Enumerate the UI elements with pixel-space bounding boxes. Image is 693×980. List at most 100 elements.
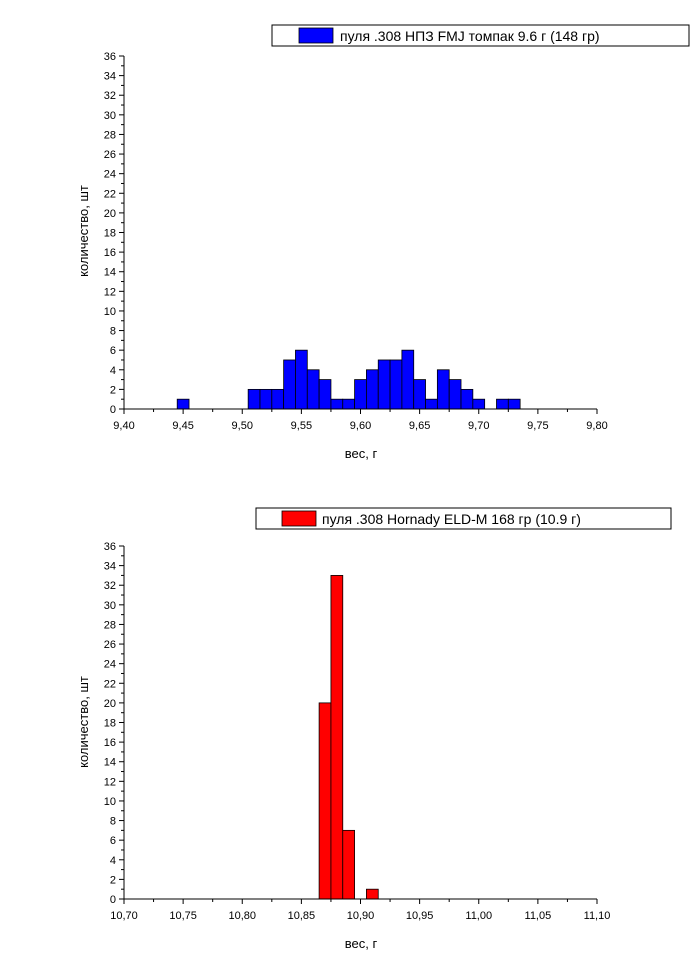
histogram-bar (436, 369, 450, 410)
histogram-bar (425, 398, 438, 410)
histogram-bar (271, 388, 285, 410)
x-tick-label: 10,95 (406, 910, 434, 922)
y-tick-label: 16 (104, 737, 116, 749)
x-tick-label: 9,50 (232, 420, 253, 432)
chart-npz-fmj: 9,40 9,45 9,50 9,55 9,60 9,65 9,70 9,75 9,800246… (76, 24, 690, 461)
histogram-bar (413, 379, 426, 410)
axes-group (123, 56, 597, 410)
histogram-bar (295, 349, 308, 410)
y-tick-label: 4 (110, 855, 116, 867)
y-tick-label: 36 (104, 541, 116, 553)
y-tick-label: 26 (104, 149, 116, 161)
histogram-bar (460, 388, 474, 410)
histogram-bar (342, 398, 355, 410)
legend-swatch (281, 510, 317, 527)
y-tick-label: 2 (110, 384, 116, 396)
y-tick-label: 34 (104, 71, 116, 83)
histogram-bar (318, 702, 332, 900)
x-axis-label: вес, г (345, 446, 378, 461)
y-tick-label: 12 (104, 286, 116, 298)
histogram-bar (283, 359, 296, 410)
x-tick-label: 9,55 (291, 420, 312, 432)
histogram-bar (366, 888, 379, 900)
y-tick-label: 20 (104, 698, 116, 710)
y-tick-label: 0 (110, 404, 116, 416)
y-tick-label: 22 (104, 678, 116, 690)
y-tick-label: 10 (104, 306, 116, 318)
bars-group (318, 575, 379, 900)
x-tick-label: 10,80 (228, 910, 256, 922)
y-axis-label: количество, шт (76, 185, 91, 277)
y-tick-label: 6 (110, 835, 116, 847)
y-tick-label: 2 (110, 874, 116, 886)
histogram-bar (259, 388, 273, 410)
histogram-bar (330, 575, 344, 900)
x-tick-label: 9,65 (409, 420, 430, 432)
histogram-bar (377, 359, 391, 410)
x-tick-label: 9,75 (527, 420, 548, 432)
x-tick-label: 9,40 (113, 420, 134, 432)
y-tick-label: 20 (104, 208, 116, 220)
histogram-bar (496, 398, 509, 410)
histogram-bar (354, 379, 367, 410)
y-tick-label: 6 (110, 345, 116, 357)
y-tick-label: 18 (104, 228, 116, 240)
y-tick-label: 34 (104, 561, 116, 573)
y-tick-label: 30 (104, 110, 116, 122)
y-tick-label: 0 (110, 894, 116, 906)
y-tick-label: 28 (104, 619, 116, 631)
y-tick-label: 26 (104, 639, 116, 651)
x-tick-label: 11,05 (525, 910, 552, 922)
x-tick-label: 10,90 (347, 910, 375, 922)
legend-box (271, 24, 690, 47)
y-tick-label: 28 (104, 129, 116, 141)
histogram-bar (306, 369, 320, 410)
histogram-bar (507, 398, 521, 410)
bars-group (176, 349, 521, 410)
y-tick-label: 12 (104, 776, 116, 788)
y-tick-label: 14 (104, 757, 116, 769)
legend: пуля .308 НПЗ FMJ томпак 9.6 г (148 гр) (271, 24, 690, 47)
ticks-group: 10,70 10,75 10,80 10,85 10,90 10,95 11,00 11,05… (104, 541, 611, 922)
legend-text: пуля .308 Hornady ELD-M 168 гр (10.9 г) (322, 511, 581, 527)
x-tick-label: 9,70 (468, 420, 489, 432)
axes-group (123, 546, 597, 900)
y-tick-label: 32 (104, 90, 116, 102)
y-tick-label: 14 (104, 267, 116, 279)
y-tick-label: 16 (104, 247, 116, 259)
y-tick-label: 8 (110, 326, 116, 338)
y-tick-label: 4 (110, 365, 116, 377)
legend: пуля .308 Hornady ELD-M 168 гр (10.9 г) (255, 507, 672, 530)
y-tick-label: 24 (104, 169, 116, 181)
histogram-bar (448, 379, 462, 410)
y-axis-label: количество, шт (76, 676, 91, 768)
histogram-bar (318, 379, 332, 410)
y-tick-label: 30 (104, 600, 116, 612)
y-tick-label: 36 (104, 51, 116, 63)
x-axis-label: вес, г (345, 936, 378, 951)
legend-text: пуля .308 НПЗ FMJ томпак 9.6 г (148 гр) (340, 28, 600, 44)
ticks-group: 9,40 9,45 9,50 9,55 9,60 9,65 9,70 9,75 9,800246… (104, 51, 608, 432)
chart-hornady-eldm: 10,70 10,75 10,80 10,85 10,90 10,95 11,00 11,05… (76, 507, 672, 951)
x-tick-label: 11,00 (465, 910, 492, 922)
y-tick-label: 18 (104, 718, 116, 730)
histogram-bar (472, 398, 486, 410)
x-tick-label: 11,10 (584, 910, 611, 922)
histogram-bar (389, 359, 403, 410)
histogram-bar (330, 398, 344, 410)
y-tick-label: 22 (104, 188, 116, 200)
histogram-bar (366, 369, 379, 410)
histogram-bar (401, 349, 415, 410)
x-tick-label: 10,75 (169, 910, 197, 922)
y-tick-label: 32 (104, 580, 116, 592)
histogram-bar (247, 388, 261, 410)
x-tick-label: 9,80 (586, 420, 607, 432)
histogram-bar (176, 398, 190, 410)
legend-box (255, 507, 672, 530)
y-tick-label: 10 (104, 796, 116, 808)
y-tick-label: 8 (110, 816, 116, 828)
x-tick-label: 10,85 (288, 910, 316, 922)
legend-swatch (298, 27, 334, 44)
y-tick-label: 24 (104, 659, 116, 671)
